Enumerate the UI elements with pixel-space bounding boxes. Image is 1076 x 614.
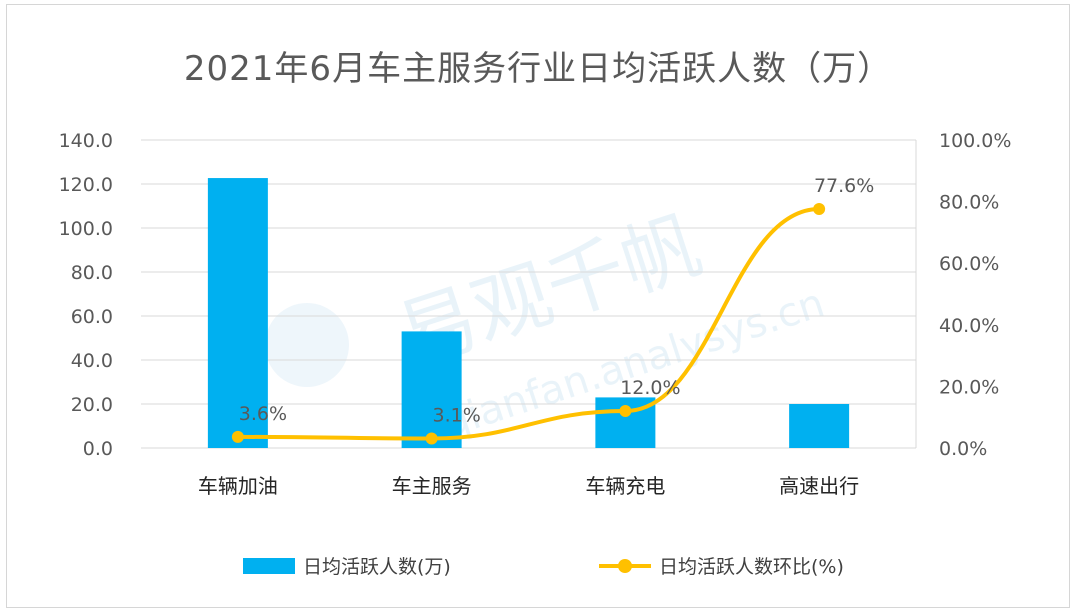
legend-item-bar: 日均活跃人数(万): [243, 552, 451, 579]
data-label: 3.6%: [239, 403, 287, 425]
y2-tick-label: 100.0%: [939, 130, 1011, 152]
data-label: 3.1%: [432, 404, 480, 426]
y-tick-label: 40.0: [71, 350, 113, 372]
y-tick-label: 140.0: [59, 130, 113, 152]
legend: 日均活跃人数(万) 日均活跃人数环比(%): [7, 552, 1069, 582]
bar: [789, 404, 850, 448]
chart-title: 2021年6月车主服务行业日均活跃人数（万）: [183, 49, 893, 89]
line-point: [813, 202, 826, 215]
legend-line-swatch: [599, 558, 651, 574]
y-tick-label: 0.0: [83, 438, 113, 460]
x-tick-label: 车辆充电: [585, 474, 665, 498]
x-tick-label: 高速出行: [779, 474, 859, 498]
data-label: 12.0%: [620, 377, 680, 399]
y-tick-label: 80.0: [71, 262, 113, 284]
watermark-logo-icon: [265, 303, 349, 387]
x-tick-label: 车主服务: [392, 474, 472, 498]
legend-bar-swatch: [243, 557, 295, 574]
legend-item-line: 日均活跃人数环比(%): [599, 552, 844, 579]
y2-tick-label: 40.0%: [939, 315, 999, 337]
chart-frame: 2021年6月车主服务行业日均活跃人数（万） 易观千帆 qianfan.analy…: [6, 4, 1070, 608]
y2-tick-label: 20.0%: [939, 376, 999, 398]
bar: [207, 178, 268, 448]
line-point: [619, 405, 632, 418]
data-label: 77.6%: [814, 175, 874, 197]
y-tick-label: 120.0: [59, 174, 113, 196]
y-tick-label: 60.0: [71, 306, 113, 328]
y2-tick-label: 0.0%: [939, 438, 987, 460]
legend-label-line: 日均活跃人数环比(%): [659, 556, 844, 578]
y2-tick-label: 60.0%: [939, 253, 999, 275]
legend-label-bar: 日均活跃人数(万): [303, 556, 451, 578]
line-point: [425, 432, 438, 445]
y-tick-label: 100.0: [59, 218, 113, 240]
chart-plot: 易观千帆qianfan.analysys.cn0.020.040.060.080…: [59, 130, 1012, 498]
y2-tick-label: 80.0%: [939, 192, 999, 214]
bar: [401, 331, 462, 448]
y-tick-label: 20.0: [71, 394, 113, 416]
x-tick-label: 车辆加油: [198, 474, 278, 498]
line-point: [231, 430, 244, 443]
line-series: [237, 206, 820, 441]
